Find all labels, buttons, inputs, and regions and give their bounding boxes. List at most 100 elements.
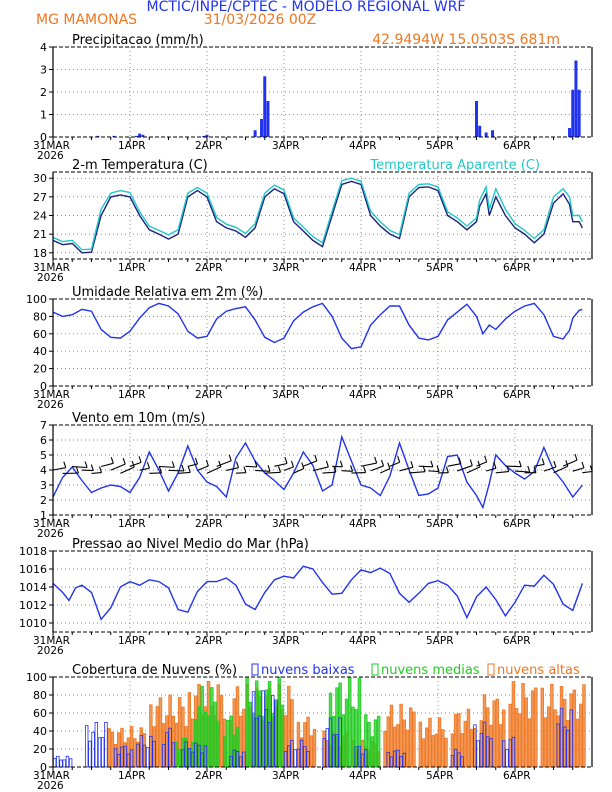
cloud-bar bbox=[332, 734, 336, 768]
cloud-bar bbox=[518, 713, 522, 768]
wind-barb bbox=[582, 470, 593, 474]
x-tick-label: 3APR bbox=[272, 262, 300, 274]
y-tick-label: 100 bbox=[26, 293, 47, 306]
cloud-bar bbox=[543, 717, 548, 768]
x-tick-label: 5APR bbox=[426, 770, 454, 782]
x-tick-label: 3APR bbox=[272, 770, 300, 782]
wind-barb-flag bbox=[278, 466, 282, 473]
x-tick-label: 3APR bbox=[272, 140, 300, 152]
cloud-bar bbox=[412, 711, 416, 768]
wind-barb bbox=[514, 470, 530, 473]
cloud-bar bbox=[553, 709, 557, 768]
cloud-bar bbox=[216, 720, 220, 768]
wind-barb-flag bbox=[63, 461, 67, 468]
wind-barb bbox=[341, 470, 353, 472]
x-year-label: 2026 bbox=[37, 645, 64, 657]
cloud-bar bbox=[505, 748, 509, 768]
x-tick-label: 4APR bbox=[349, 518, 377, 530]
wind-barb-flag bbox=[533, 466, 537, 473]
y-tick-label: 6 bbox=[40, 434, 47, 447]
x-year-label: 2026 bbox=[37, 272, 64, 284]
wind-barb-flag bbox=[436, 465, 440, 472]
cloud-bar bbox=[559, 708, 564, 768]
precip-bar bbox=[266, 101, 270, 137]
cloud-bar bbox=[222, 736, 227, 768]
wind-barb-flag bbox=[363, 466, 367, 473]
wind-barb-flag bbox=[138, 456, 142, 463]
wind-barb bbox=[129, 461, 142, 467]
series-line-temp bbox=[52, 180, 584, 254]
cloud-bar bbox=[88, 740, 92, 768]
precip-bar bbox=[202, 135, 206, 137]
wind-barb bbox=[360, 462, 377, 467]
cloud-bar bbox=[107, 728, 111, 768]
cloud-bar bbox=[434, 733, 439, 768]
x-year-label: 2026 bbox=[37, 150, 64, 162]
wind-barb bbox=[303, 460, 318, 467]
cloud-bar bbox=[540, 687, 544, 768]
wind-barb bbox=[226, 467, 239, 471]
precip-bar bbox=[475, 101, 478, 137]
cloud-bar bbox=[466, 708, 471, 768]
cloud-bar bbox=[155, 706, 159, 768]
y-tick-label: 0 bbox=[40, 761, 47, 774]
wind-barb-flag bbox=[374, 456, 378, 464]
wind-barb-flag bbox=[518, 460, 522, 467]
wind-barb bbox=[206, 466, 222, 474]
wind-barb bbox=[120, 466, 135, 474]
y-tick-label: 27 bbox=[33, 191, 47, 204]
cloud-bar bbox=[476, 740, 480, 768]
x-tick-label: 31MAR bbox=[33, 389, 70, 401]
wind-barb bbox=[168, 469, 184, 472]
wind-barb bbox=[245, 465, 257, 468]
wind-barb bbox=[485, 467, 497, 472]
y-tick-label: 20 bbox=[33, 743, 47, 756]
x-tick-label: 6APR bbox=[503, 635, 531, 647]
cloud-bar bbox=[174, 741, 179, 768]
x-tick-label: 5APR bbox=[426, 389, 454, 401]
wind-barb-flag bbox=[430, 460, 434, 467]
cloud-bar bbox=[235, 750, 240, 768]
y-tick-label: 5 bbox=[40, 449, 47, 462]
y-tick-label: 1016 bbox=[19, 563, 47, 576]
wind-barb-flag bbox=[553, 460, 557, 468]
x-tick-label: 3APR bbox=[272, 518, 300, 530]
cloud-bar bbox=[248, 701, 253, 768]
cloud-bar bbox=[386, 751, 390, 768]
wind-barb bbox=[312, 466, 329, 472]
cloud-bar bbox=[344, 698, 349, 768]
cloud-bar bbox=[351, 706, 355, 768]
cloud-bar bbox=[290, 739, 294, 768]
y-tick-label: 18 bbox=[33, 247, 47, 260]
wind-barb-flag bbox=[339, 460, 343, 467]
cloud-bar bbox=[139, 735, 143, 768]
y-tick-label: 60 bbox=[33, 707, 47, 720]
wind-barb bbox=[553, 465, 569, 474]
y-tick-label: 1 bbox=[40, 109, 47, 122]
wind-barb-flag bbox=[397, 456, 401, 463]
panel-temp: 18 21 24 27 30 31MAR 1APR 2APR 3APR 4APR 5APR 6APR 2… bbox=[33, 158, 593, 284]
cloud-bar bbox=[325, 728, 330, 768]
cloud-bar bbox=[444, 737, 448, 768]
wind-barb bbox=[457, 465, 473, 472]
wind-barb-flag bbox=[477, 460, 481, 468]
wind-barb-flag bbox=[90, 464, 94, 471]
cloud-bar bbox=[283, 751, 288, 768]
cloud-bar bbox=[52, 758, 57, 768]
wind-barb bbox=[409, 471, 426, 474]
legend-swatch bbox=[487, 663, 495, 676]
cloud-bar bbox=[338, 717, 342, 768]
wind-barb bbox=[389, 461, 400, 467]
legend-swatch bbox=[251, 663, 259, 676]
cloud-bar bbox=[200, 752, 204, 768]
series-line-slp bbox=[52, 565, 584, 621]
cloud-bar bbox=[521, 683, 525, 768]
wind-barb bbox=[274, 462, 288, 467]
wind-barb-flag bbox=[181, 464, 185, 472]
x-year-label: 2026 bbox=[37, 528, 64, 540]
wind-barb-flag bbox=[484, 455, 488, 463]
cloud-bar bbox=[425, 727, 429, 768]
wind-barb-flag bbox=[314, 454, 318, 462]
cloud-bar bbox=[428, 717, 432, 768]
wind-barb bbox=[283, 466, 294, 472]
